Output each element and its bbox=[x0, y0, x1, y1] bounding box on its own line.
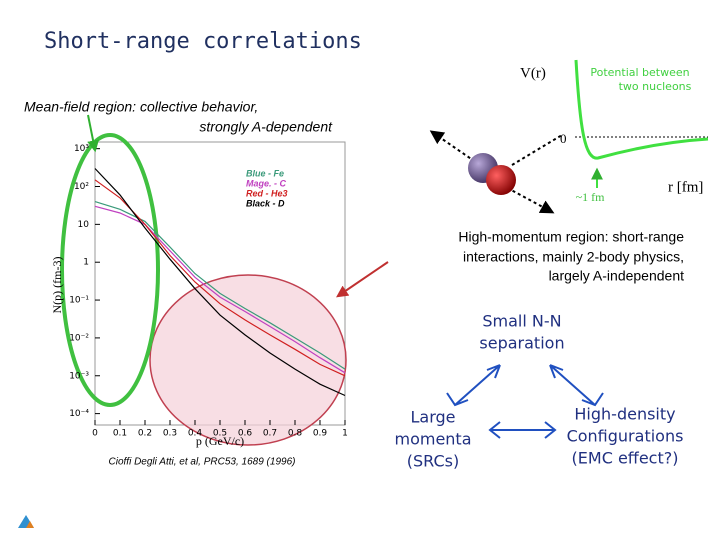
y-tick-label: 10⁻¹ bbox=[69, 296, 89, 306]
high-momentum-ellipse bbox=[149, 274, 347, 446]
arrow bbox=[511, 134, 563, 166]
triangle-arrows bbox=[446, 364, 604, 439]
legend-entry: Black - D bbox=[246, 198, 285, 208]
note: High-momentum region: short-range bbox=[458, 229, 684, 245]
x-tick-label: 0.7 bbox=[263, 429, 277, 439]
potential-curve bbox=[574, 59, 709, 160]
triangle-label: Configurations bbox=[567, 427, 684, 446]
y-tick-label: 10 bbox=[78, 220, 90, 230]
legend-entry: Mage. - C bbox=[246, 178, 287, 188]
x-axis-label: p (GeV/c) bbox=[196, 434, 244, 448]
x-tick-label: 0.3 bbox=[163, 429, 177, 439]
mean-field-ellipse bbox=[60, 133, 160, 407]
triangle-label: separation bbox=[479, 334, 564, 353]
series-line bbox=[94, 168, 346, 397]
note: interactions, mainly 2-body physics, bbox=[463, 249, 684, 265]
x-tick-label: 0.2 bbox=[138, 429, 152, 439]
logo bbox=[26, 521, 34, 528]
x-tick-label: 0.9 bbox=[313, 429, 328, 439]
x-tick-label: 0 bbox=[92, 429, 98, 439]
note: strongly A-dependent bbox=[199, 119, 333, 135]
note: largely A-independent bbox=[549, 268, 685, 284]
triangle-label: momenta bbox=[394, 430, 471, 449]
y-tick-label: 10⁻² bbox=[69, 333, 89, 343]
y-tick-label: 10³ bbox=[74, 144, 89, 154]
x-tick-label: 0.6 bbox=[238, 429, 253, 439]
series-line bbox=[94, 179, 346, 377]
y-tick-label: 10⁻³ bbox=[69, 371, 89, 381]
y-axis-label: N(p) (fm-3) bbox=[50, 257, 64, 314]
label: V(r) bbox=[520, 65, 546, 81]
legend-entry: Red - He3 bbox=[246, 188, 288, 198]
series-line bbox=[94, 205, 346, 374]
label: r [fm] bbox=[668, 179, 703, 195]
x-tick-label: 0.5 bbox=[213, 429, 227, 439]
label: ~1 fm bbox=[576, 190, 605, 204]
arrow bbox=[429, 130, 481, 166]
triangle-label: Large bbox=[410, 408, 455, 427]
legend-entry: Blue - Fe bbox=[246, 168, 284, 178]
y-tick-label: 10² bbox=[74, 182, 89, 192]
arrow bbox=[87, 114, 100, 153]
nucleon bbox=[486, 165, 516, 195]
y-tick-label: 1 bbox=[83, 258, 89, 268]
title: Short-range correlations bbox=[44, 29, 362, 54]
triangle-label: Small N-N bbox=[482, 312, 561, 331]
label: Potential between bbox=[590, 66, 689, 79]
triangle-label: High-density bbox=[574, 405, 675, 424]
triangle-label: (EMC effect?) bbox=[572, 449, 679, 468]
potential-panel bbox=[566, 58, 708, 208]
x-tick-label: 0.4 bbox=[188, 429, 203, 439]
x-tick-label: 0.1 bbox=[113, 429, 127, 439]
note: Mean-field region: collective behavior, bbox=[24, 99, 258, 115]
label: two nucleons bbox=[619, 80, 692, 93]
y-tick-label: 10⁻⁴ bbox=[69, 409, 89, 419]
label: 0 bbox=[560, 131, 567, 146]
arrow bbox=[336, 261, 389, 298]
x-tick-label: 1 bbox=[342, 429, 348, 439]
x-tick-label: 0.8 bbox=[288, 429, 303, 439]
citation: Cioffi Degli Atti, et al, PRC53, 1689 (1… bbox=[109, 457, 296, 468]
triangle-label: (SRCs) bbox=[407, 452, 459, 471]
